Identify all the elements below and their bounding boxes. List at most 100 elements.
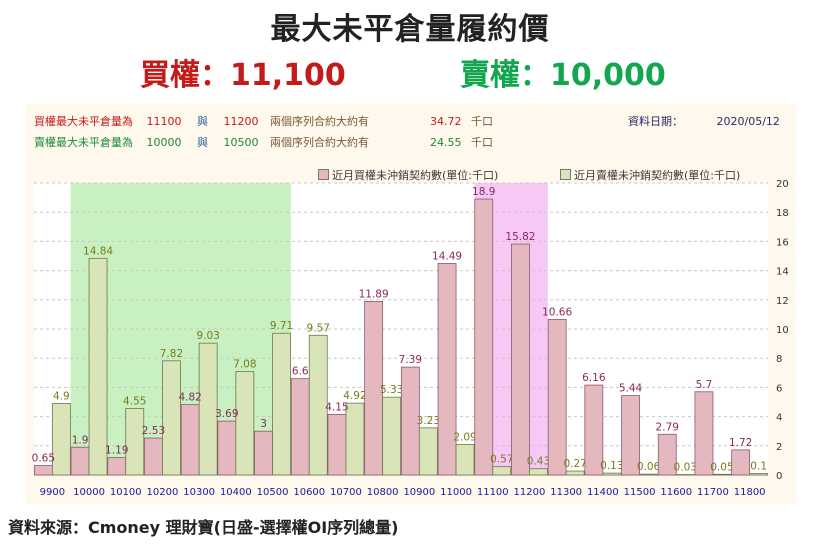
x-tick-label: 10600: [293, 487, 325, 498]
call-value-label: 11.89: [359, 288, 389, 300]
call-info-amount-group: 34.72 千口: [430, 113, 493, 129]
call-value-label: 10.66: [542, 306, 572, 318]
y-tick-label: 20: [776, 179, 789, 190]
put-value-label: 4.55: [123, 396, 146, 408]
put-bar: [455, 444, 475, 476]
put-info-unit: 千口: [471, 136, 493, 149]
put-info-row: 賣權最大未平倉量為 10000 與 10500 兩個序列合約大約有: [34, 134, 369, 150]
call-bar: [180, 404, 200, 476]
call-value-label: 1.19: [105, 445, 128, 457]
legend-call-swatch: [318, 169, 329, 180]
x-tick-label: 11300: [550, 487, 582, 498]
data-date: 資料日期： 2020/05/12: [628, 113, 780, 129]
y-tick-label: 14: [776, 267, 789, 278]
x-tick-label: 11100: [477, 487, 509, 498]
call-value-label: 0.65: [32, 453, 55, 465]
put-info-and: 與: [197, 136, 208, 149]
call-bar: [694, 391, 714, 476]
put-bar: [125, 408, 145, 476]
call-value-label: 3: [260, 418, 267, 430]
chart-title: 最大未平倉量履約價: [270, 12, 550, 47]
call-bar: [144, 437, 163, 476]
put-value-label: 14.84: [83, 245, 113, 257]
legend-put-swatch: [560, 169, 571, 180]
put-value-label: 0.1: [750, 461, 767, 473]
put-value-label: 9.57: [307, 322, 330, 334]
put-info-strike-1: 10000: [146, 136, 182, 149]
x-tick-label: 11400: [587, 487, 619, 498]
data-source: 資料來源：Cmoney 理財寶(日盛-選擇權OI序列總量): [8, 518, 399, 537]
legend-call: 近月買權未沖銷契約數(單位:千口): [318, 167, 498, 183]
call-info-and: 與: [197, 115, 208, 128]
put-bar: [198, 342, 218, 476]
x-tick-label: 10900: [403, 487, 435, 498]
call-bar: [400, 366, 420, 476]
x-tick-label: 11600: [660, 487, 692, 498]
call-bar: [474, 198, 494, 476]
x-tick-label: 10300: [183, 487, 215, 498]
put-bar: [162, 360, 181, 476]
legend-put: 近月賣權未沖銷契約數(單位:千口): [560, 167, 740, 183]
x-tick-label: 11800: [734, 487, 766, 498]
y-tick-label: 10: [776, 325, 789, 336]
call-info-strike-2: 11200: [223, 115, 259, 128]
put-value-label: 2.09: [453, 431, 476, 443]
x-tick-label: 10000: [73, 487, 105, 498]
y-tick-label: 12: [776, 296, 789, 307]
x-tick-label: 11500: [624, 487, 656, 498]
call-bar: [290, 378, 310, 476]
y-tick-label: 18: [776, 208, 789, 219]
x-tick-label: 11000: [440, 487, 472, 498]
call-info-strike-1: 11100: [146, 115, 182, 128]
call-max-oi-strike: 買權：11,100: [140, 58, 346, 93]
x-tick-label: 10800: [367, 487, 399, 498]
call-info-label: 買權最大未平倉量為: [34, 115, 133, 128]
call-bar: [437, 263, 457, 476]
x-tick-label: 11200: [514, 487, 546, 498]
put-info-desc: 兩個序列合約大約有: [270, 136, 369, 149]
data-date-label: 資料日期：: [628, 115, 683, 128]
put-bar: [492, 466, 512, 476]
call-bar: [364, 301, 384, 476]
put-bar: [51, 403, 71, 476]
put-bar: [88, 257, 108, 476]
put-value-label: 0.03: [674, 462, 697, 474]
call-bar: [33, 465, 53, 476]
call-bar: [107, 457, 127, 476]
x-tick-label: 10200: [147, 487, 179, 498]
put-bar: [749, 473, 769, 476]
call-bar: [70, 446, 90, 476]
put-bar: [639, 473, 658, 476]
put-bar: [712, 473, 732, 476]
put-bar: [345, 402, 365, 476]
put-value-label: 4.92: [343, 390, 366, 402]
x-tick-label: 10400: [220, 487, 252, 498]
call-bar: [621, 395, 640, 476]
put-value-label: 0.57: [490, 454, 513, 466]
put-info-strike-2: 10500: [223, 136, 259, 149]
put-info-amount-group: 24.55 千口: [430, 134, 493, 150]
put-value-label: 3.23: [417, 415, 440, 427]
call-value-label: 15.82: [505, 231, 535, 243]
x-tick-label: 10100: [110, 487, 142, 498]
put-value-label: 0.27: [563, 458, 586, 470]
put-bar: [235, 371, 255, 476]
put-info-amount: 24.55: [430, 136, 462, 149]
put-value-label: 7.82: [160, 348, 183, 360]
put-value-label: 4.9: [53, 390, 70, 402]
call-value-label: 3.69: [215, 408, 238, 420]
x-tick-label: 10500: [257, 487, 289, 498]
put-value-label: 0.13: [600, 460, 623, 472]
put-bar: [382, 396, 402, 476]
y-tick-label: 6: [776, 383, 782, 394]
call-bar: [584, 384, 604, 476]
legend-call-label: 近月買權未沖銷契約數(單位:千口): [332, 169, 499, 182]
put-max-oi-strike: 賣權：10,000: [460, 58, 666, 93]
x-tick-label: 10700: [330, 487, 362, 498]
call-value-label: 1.9: [72, 434, 89, 446]
call-bar: [327, 414, 347, 476]
call-value-label: 5.44: [619, 383, 643, 395]
put-value-label: 9.03: [196, 330, 219, 342]
y-tick-label: 4: [776, 413, 782, 424]
